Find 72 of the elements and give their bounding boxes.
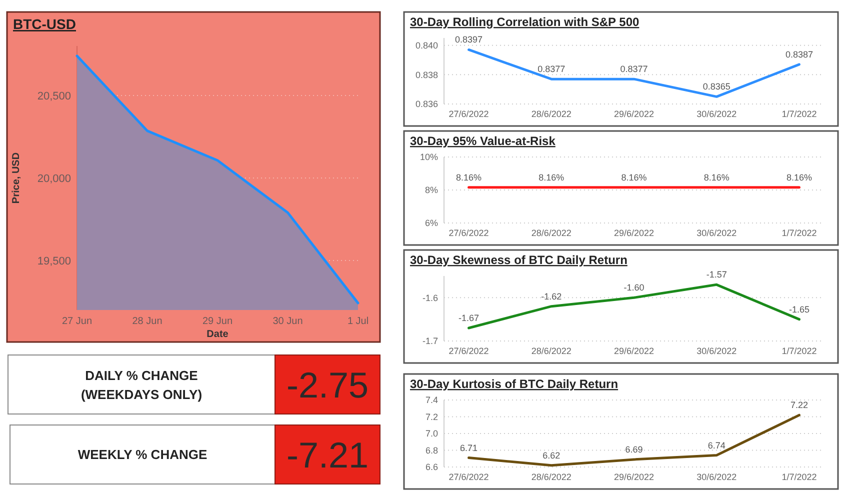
chart-title: 30-Day Rolling Correlation with S&P 500 [410, 15, 640, 29]
y-tick-label: 7.2 [425, 412, 438, 422]
x-tick-label: 27 Jun [62, 316, 92, 327]
text: WEEKLY % CHANGE [78, 447, 208, 462]
x-tick-label: 27/6/2022 [448, 472, 489, 482]
y-tick-label: 0.836 [415, 99, 438, 110]
y-tick-label: 8% [424, 185, 438, 196]
chart-title: 30-Day 95% Value-at-Risk [410, 134, 556, 148]
y-tick-label: 6% [424, 218, 438, 228]
y-axis-title: Price, USD [11, 152, 22, 204]
x-tick-label: 1/7/2022 [782, 472, 817, 482]
y-tick-label: 6.8 [425, 445, 438, 456]
data-label: -2.75 [286, 364, 369, 406]
data-label: -1.57 [706, 270, 727, 280]
y-tick-label: 20,500 [37, 90, 71, 102]
y-tick-label: 7.0 [425, 428, 438, 439]
data-label: 6.69 [625, 444, 643, 454]
x-tick-label: 29/6/2022 [614, 228, 654, 238]
x-axis-title: Date [206, 329, 229, 340]
x-tick-label: 30 Jun [272, 316, 303, 327]
y-tick-label: -1.7 [422, 336, 438, 346]
data-label: 6.71 [460, 442, 478, 453]
x-tick-label: 28/6/2022 [531, 346, 572, 356]
y-tick-label: 0.838 [415, 70, 438, 80]
x-tick-label: 1/7/2022 [782, 109, 817, 119]
data-label: 0.8387 [785, 49, 813, 60]
x-tick-label: 27/6/2022 [448, 346, 489, 356]
x-tick-label: 29/6/2022 [614, 472, 654, 482]
x-tick-label: 30/6/2022 [696, 472, 737, 482]
data-label: 8.16% [456, 172, 482, 182]
data-label: 8.16% [538, 172, 564, 182]
data-label: 8.16% [621, 172, 647, 182]
x-tick-label: 27/6/2022 [448, 228, 489, 238]
x-tick-label: 28/6/2022 [531, 228, 572, 238]
x-tick-label: 29 Jun [202, 316, 233, 327]
x-tick-label: 1/7/2022 [782, 346, 817, 356]
chart-title: 30-Day Skewness of BTC Daily Return [410, 253, 628, 267]
x-tick-label: 1/7/2022 [782, 228, 817, 238]
data-label: 0.8377 [620, 64, 648, 74]
x-tick-label: 28/6/2022 [531, 472, 572, 482]
x-tick-label: 28 Jun [132, 316, 162, 327]
data-label: 6.74 [708, 440, 726, 450]
data-label: 0.8377 [538, 64, 566, 74]
data-label: 0.8397 [455, 34, 483, 45]
data-label: -1.67 [458, 313, 480, 323]
y-tick-label: 10% [420, 152, 438, 162]
data-label: 8.16% [786, 172, 812, 182]
y-tick-label: 20,000 [37, 172, 71, 185]
y-tick-label: 7.4 [425, 395, 438, 406]
text: DAILY % CHANGE (WEEKDAYS ONLY) [80, 368, 202, 402]
y-tick-label: 19,500 [37, 255, 71, 268]
data-label: -1.62 [541, 291, 562, 302]
y-tick-label: 6.6 [425, 462, 438, 472]
chart-title: 30-Day Kurtosis of BTC Daily Return [410, 377, 618, 391]
data-label: 6.62 [542, 450, 560, 460]
data-label: 0.8365 [702, 82, 730, 92]
chart-title: BTC-USD [13, 16, 76, 32]
data-label: -1.60 [624, 282, 644, 293]
x-tick-label: 30/6/2022 [696, 346, 737, 356]
data-label: -7.21 [286, 434, 369, 476]
data-label: -1.65 [788, 304, 810, 314]
x-tick-label: 28/6/2022 [531, 109, 572, 119]
x-tick-label: 29/6/2022 [614, 346, 654, 356]
x-tick-label: 30/6/2022 [696, 109, 737, 119]
x-tick-label: 29/6/2022 [614, 109, 654, 119]
data-label: 8.16% [704, 172, 730, 182]
x-tick-label: 1 Jul [347, 316, 369, 327]
x-tick-label: 30/6/2022 [696, 228, 737, 238]
y-tick-label: 0.840 [415, 40, 438, 50]
data-label: 7.22 [790, 400, 808, 410]
x-tick-label: 27/6/2022 [448, 109, 489, 119]
y-tick-label: -1.6 [422, 292, 438, 303]
